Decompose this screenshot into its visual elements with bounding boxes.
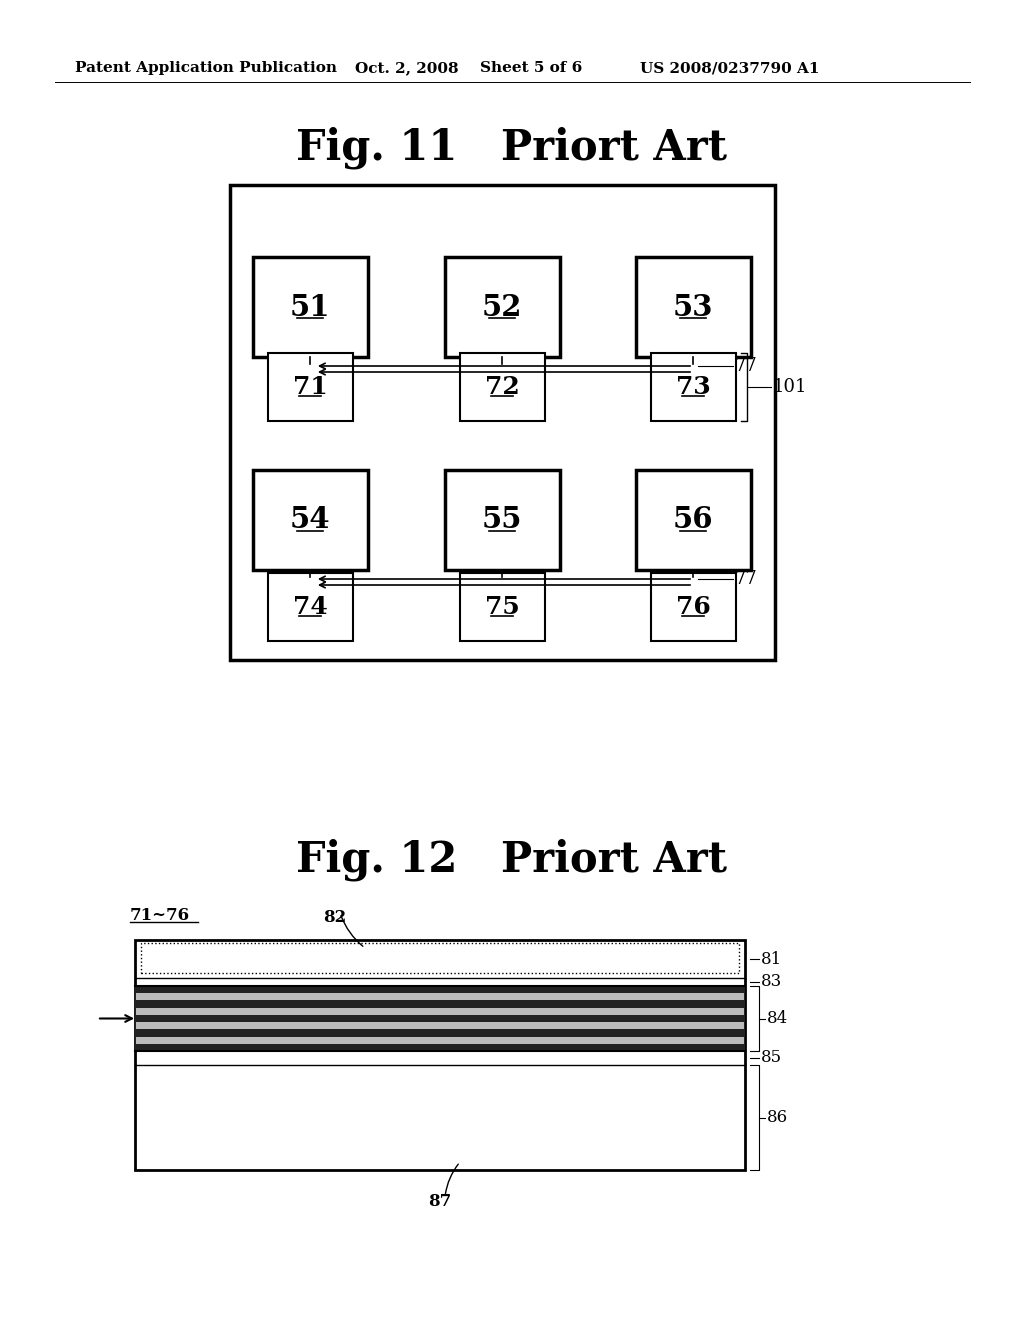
Text: 71~76: 71~76 <box>130 907 190 924</box>
Bar <box>136 1022 744 1030</box>
Bar <box>230 185 775 660</box>
Text: Oct. 2, 2008: Oct. 2, 2008 <box>355 61 459 75</box>
Text: 81: 81 <box>761 950 782 968</box>
Text: 101: 101 <box>772 378 807 396</box>
Bar <box>267 573 352 642</box>
Bar <box>636 470 751 570</box>
Text: 55: 55 <box>481 506 522 535</box>
Text: Fig. 11   Priort Art: Fig. 11 Priort Art <box>297 127 727 169</box>
Text: 71: 71 <box>293 375 328 399</box>
Text: 75: 75 <box>484 595 519 619</box>
Text: 72: 72 <box>484 375 519 399</box>
Text: 51: 51 <box>290 293 331 322</box>
Text: Patent Application Publication: Patent Application Publication <box>75 61 337 75</box>
Text: 56: 56 <box>673 506 714 535</box>
Text: 84: 84 <box>767 1010 788 1027</box>
Bar <box>636 257 751 356</box>
Text: 74: 74 <box>293 595 328 619</box>
Bar <box>253 470 368 570</box>
Bar <box>444 257 559 356</box>
Text: 77: 77 <box>735 570 758 587</box>
Text: Sheet 5 of 6: Sheet 5 of 6 <box>480 61 583 75</box>
Text: US 2008/0237790 A1: US 2008/0237790 A1 <box>640 61 819 75</box>
Bar <box>267 352 352 421</box>
Bar <box>135 986 745 1051</box>
Text: 73: 73 <box>676 375 711 399</box>
Text: 53: 53 <box>673 293 714 322</box>
Text: 76: 76 <box>676 595 711 619</box>
Text: 52: 52 <box>481 293 522 322</box>
Bar <box>135 940 745 1170</box>
Bar <box>136 994 744 1001</box>
Bar <box>253 257 368 356</box>
Bar <box>650 352 735 421</box>
Text: 82: 82 <box>324 909 347 927</box>
Bar <box>650 573 735 642</box>
Text: 83: 83 <box>761 974 782 990</box>
Bar <box>141 942 739 973</box>
Bar <box>444 470 559 570</box>
Text: 54: 54 <box>290 506 331 535</box>
Bar <box>460 352 545 421</box>
Text: Fig. 12   Priort Art: Fig. 12 Priort Art <box>297 838 727 882</box>
Text: 86: 86 <box>767 1109 788 1126</box>
Text: 85: 85 <box>761 1049 782 1067</box>
Text: 87: 87 <box>428 1193 452 1210</box>
Bar <box>136 1007 744 1015</box>
Bar <box>136 1036 744 1044</box>
Bar <box>460 573 545 642</box>
Text: 77: 77 <box>735 356 758 375</box>
